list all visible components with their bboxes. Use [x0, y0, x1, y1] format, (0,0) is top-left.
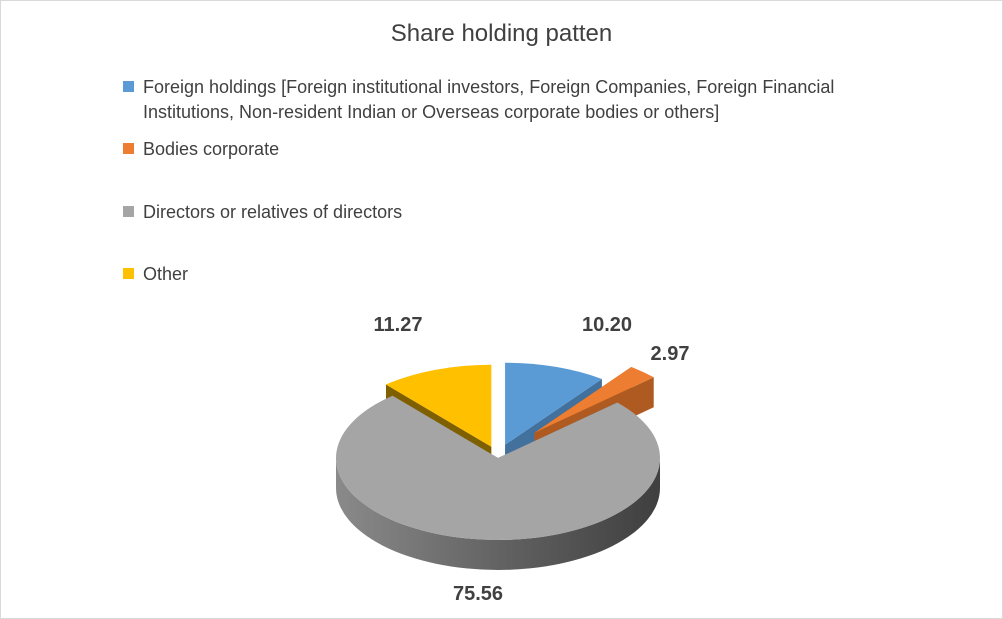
pie-labels: 10.20 2.97 75.56 11.27 — [374, 314, 690, 605]
chart-title: Share holding patten — [390, 20, 613, 47]
pie-slice-bodies-corporate — [534, 367, 654, 433]
pie-slice-other — [385, 364, 492, 447]
pie-slice-foreign-holdings — [505, 362, 602, 445]
data-label-directors: 75.56 — [453, 583, 503, 605]
data-label-other: 11.27 — [374, 314, 423, 336]
legend-swatch-bodies-corporate — [123, 143, 134, 154]
legend-label-directors: Directors or relatives of directors — [143, 202, 403, 222]
data-label-foreign-holdings: 10.20 — [582, 314, 632, 336]
legend-label-bodies-corporate: Bodies corporate — [143, 139, 280, 159]
data-label-bodies-corporate: 2.97 — [651, 343, 690, 365]
legend-swatch-directors — [123, 206, 134, 217]
legend-swatch-foreign-holdings — [123, 81, 134, 92]
pie-tops — [336, 362, 660, 540]
pie-slice-directors — [336, 395, 660, 540]
legend-label-foreign-holdings: Foreign holdings [Foreign institutional … — [143, 77, 835, 122]
pie-rim-directors-0 — [336, 458, 660, 570]
legend-swatch-other — [123, 268, 134, 279]
legend-label-other: Other — [143, 264, 189, 284]
